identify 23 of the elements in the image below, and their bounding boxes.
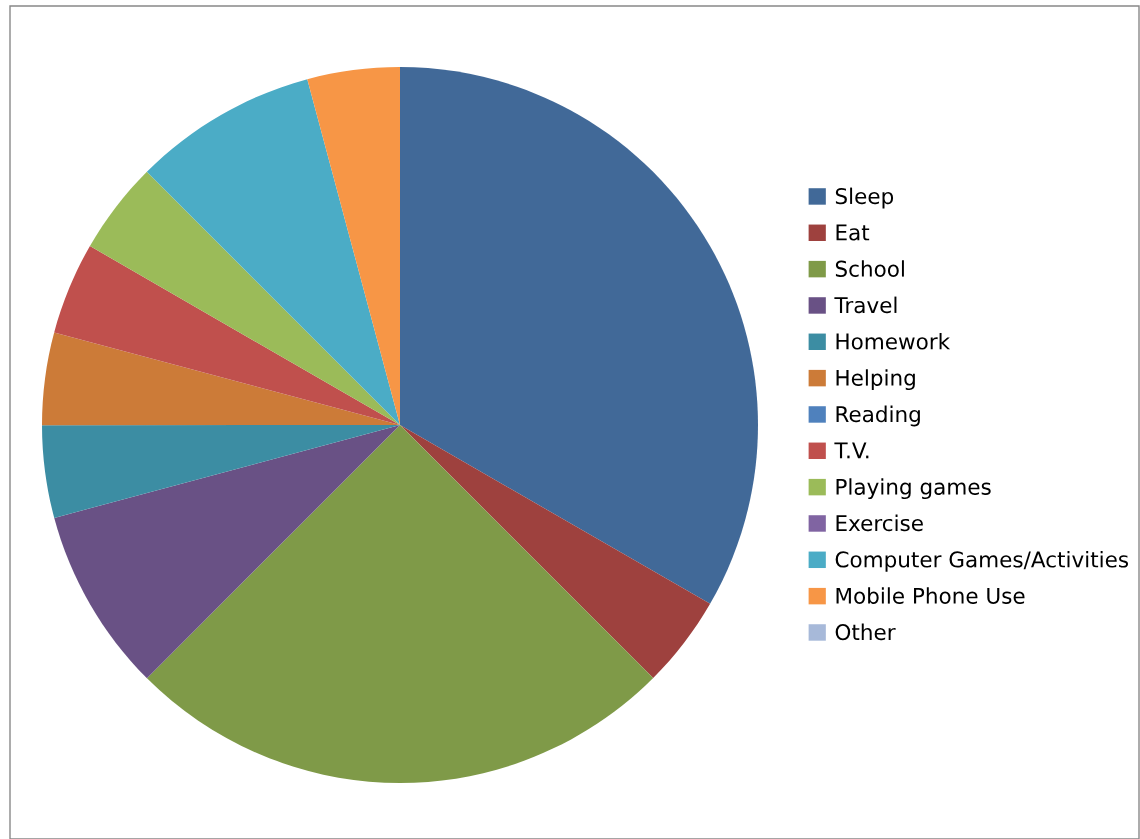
legend-label: School [835,260,904,277]
pie-slice [400,67,758,604]
pie-slice [89,171,400,425]
pie-slice [54,246,400,425]
pie-slice [400,425,711,679]
legend-label: Other [835,623,896,641]
legend-label: Mobile Phone Use [836,587,1025,604]
pie-slice [42,332,400,426]
legend-label: Sleep [835,187,894,209]
legend-label: Playing games [836,478,991,500]
legend-label: T.V. [834,442,869,459]
pie-slice [146,425,654,783]
legend-label: Computer Games/Activities [835,550,1129,572]
legend-label: Travel [834,296,897,314]
legend-label: Eat [836,224,870,241]
legend-label: Reading [836,405,920,427]
legend-label: Helping [836,369,915,391]
pie-slice [146,79,400,425]
pie-slice [307,67,400,425]
pie-slice [42,425,400,518]
legend-label: Exercise [836,514,923,532]
legend-label: Homework [836,332,951,350]
pie-slice [54,425,400,679]
